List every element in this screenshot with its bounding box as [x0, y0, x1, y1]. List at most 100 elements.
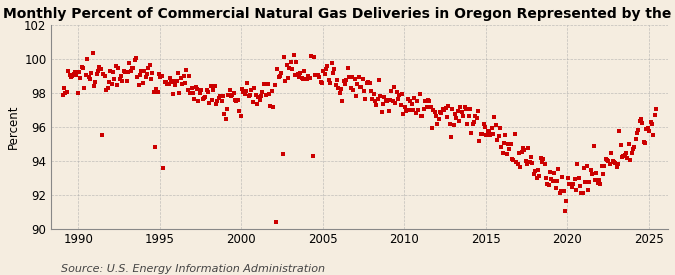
Point — [490, 123, 501, 127]
Point — [524, 160, 535, 164]
Point — [496, 145, 507, 149]
Point — [111, 83, 122, 87]
Point — [512, 161, 523, 166]
Point — [269, 83, 280, 88]
Point — [637, 121, 648, 125]
Point — [519, 148, 530, 152]
Point — [283, 76, 294, 81]
Point — [128, 66, 139, 70]
Point — [330, 83, 341, 87]
Point — [92, 68, 103, 73]
Point — [389, 85, 400, 89]
Point — [94, 64, 105, 69]
Point — [511, 159, 522, 164]
Point — [317, 81, 327, 85]
Point — [608, 159, 619, 164]
Point — [341, 77, 352, 82]
Point — [346, 75, 357, 79]
Point — [424, 99, 435, 103]
Point — [538, 157, 549, 161]
Point — [300, 77, 311, 81]
Point — [455, 105, 466, 110]
Point — [383, 109, 394, 114]
Point — [201, 88, 212, 92]
Point — [397, 92, 408, 96]
Point — [131, 56, 142, 61]
Point — [360, 97, 371, 102]
Point — [614, 129, 625, 134]
Point — [323, 78, 334, 82]
Point — [71, 73, 82, 77]
Point — [78, 66, 88, 70]
Point — [572, 162, 583, 167]
Point — [543, 183, 554, 188]
Point — [451, 116, 462, 120]
Point — [450, 112, 460, 116]
Point — [557, 175, 568, 179]
Point — [246, 88, 256, 92]
Point — [279, 55, 290, 59]
Point — [362, 80, 373, 84]
Point — [406, 101, 417, 106]
Point — [618, 153, 629, 158]
Point — [192, 86, 202, 91]
Point — [98, 72, 109, 76]
Point — [597, 172, 608, 176]
Point — [155, 75, 166, 79]
Point — [502, 152, 512, 156]
Point — [578, 166, 589, 170]
Point — [224, 88, 235, 93]
Point — [292, 72, 303, 76]
Point — [645, 120, 656, 124]
Point — [378, 102, 389, 106]
Point — [566, 185, 577, 189]
Point — [242, 81, 252, 86]
Point — [311, 73, 322, 77]
Point — [140, 74, 151, 79]
Point — [367, 97, 377, 102]
Point — [640, 141, 651, 145]
Point — [299, 69, 310, 73]
Point — [471, 116, 482, 120]
Point — [118, 69, 129, 73]
Point — [641, 126, 652, 131]
Point — [313, 73, 323, 78]
Point — [464, 107, 475, 111]
Point — [286, 60, 296, 64]
Point — [345, 86, 356, 90]
Point — [364, 81, 375, 85]
Point — [130, 58, 140, 62]
Point — [349, 77, 360, 81]
Point — [146, 77, 157, 81]
Point — [472, 109, 483, 113]
Point — [599, 164, 610, 168]
Point — [584, 179, 595, 184]
Point — [428, 108, 439, 112]
Point — [382, 98, 393, 103]
Point — [556, 189, 566, 193]
Point — [109, 77, 119, 81]
Point — [57, 92, 68, 97]
Point — [162, 82, 173, 86]
Point — [622, 155, 633, 160]
Point — [82, 57, 92, 61]
Point — [142, 72, 153, 76]
Point — [249, 86, 260, 90]
Point — [381, 98, 392, 103]
Point — [103, 79, 114, 84]
Point — [630, 137, 641, 141]
Point — [202, 89, 213, 94]
Point — [603, 158, 614, 163]
Point — [483, 128, 494, 133]
Point — [196, 87, 207, 92]
Point — [479, 125, 490, 129]
Point — [587, 172, 597, 176]
Point — [95, 67, 106, 71]
Point — [148, 90, 159, 94]
Point — [418, 106, 429, 111]
Point — [401, 109, 412, 113]
Point — [581, 164, 592, 169]
Point — [470, 114, 481, 119]
Point — [231, 99, 242, 103]
Point — [495, 126, 506, 131]
